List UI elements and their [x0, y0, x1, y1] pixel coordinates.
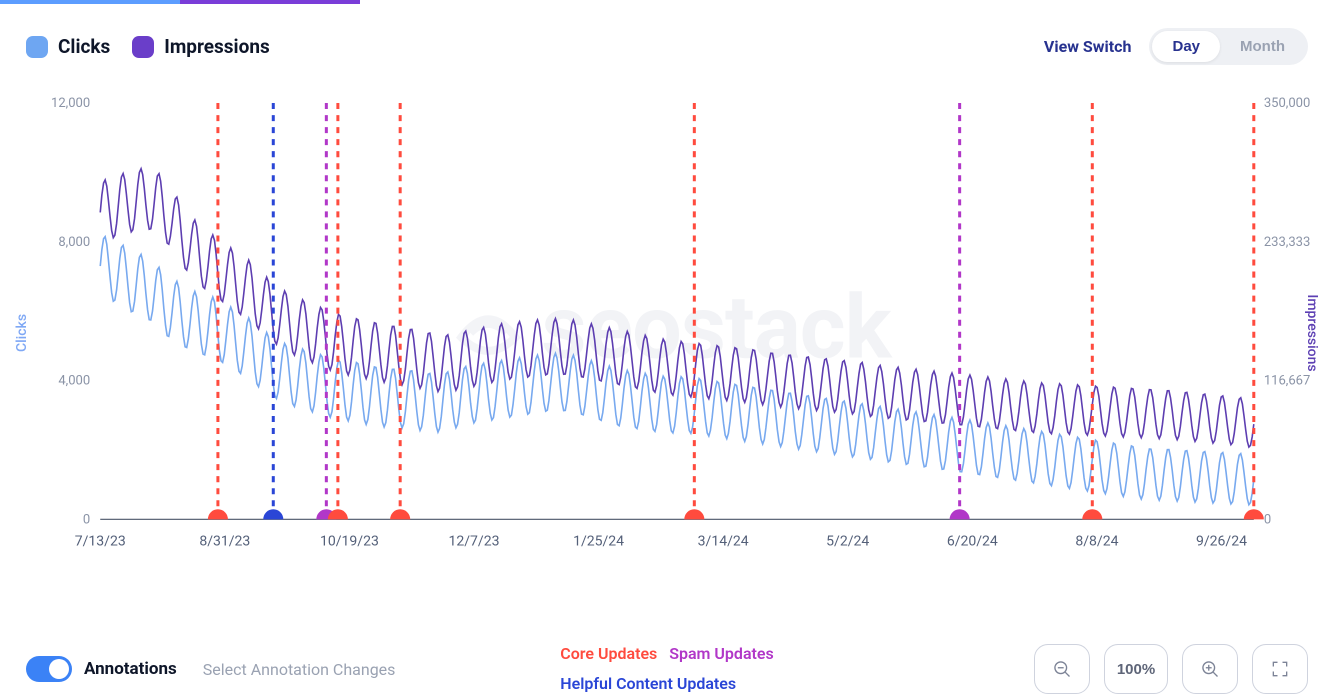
- update-type-legend: Core Updates Spam Updates Helpful Conten…: [560, 639, 774, 700]
- top-accent-bar: [0, 0, 1334, 4]
- svg-text:10/19/23: 10/19/23: [320, 533, 379, 549]
- svg-text:4,000: 4,000: [58, 374, 90, 389]
- svg-text:3/14/24: 3/14/24: [698, 533, 749, 549]
- legend-item-impressions[interactable]: Impressions: [132, 35, 269, 58]
- svg-text:1/25/24: 1/25/24: [573, 533, 624, 549]
- update-type-spam[interactable]: Spam Updates: [669, 644, 774, 663]
- svg-text:8/8/24: 8/8/24: [1075, 533, 1118, 549]
- select-annotation-changes[interactable]: Select Annotation Changes: [203, 660, 396, 679]
- chart-header: Clicks Impressions View Switch DayMonth: [0, 4, 1334, 73]
- svg-text:6/20/24: 6/20/24: [947, 533, 998, 549]
- svg-text:0: 0: [1264, 512, 1271, 527]
- svg-text:350,000: 350,000: [1264, 96, 1311, 111]
- svg-text:12,000: 12,000: [51, 96, 90, 111]
- chart-area: Clicks Impressions seostack 04,0008,0001…: [20, 93, 1314, 573]
- zoom-in-icon: [1200, 659, 1220, 679]
- fullscreen-button[interactable]: [1252, 644, 1308, 694]
- zoom-controls: 100%: [1034, 644, 1308, 694]
- svg-text:116,667: 116,667: [1264, 374, 1311, 389]
- zoom-reset-label: 100%: [1117, 661, 1155, 678]
- legend-item-clicks[interactable]: Clicks: [26, 35, 110, 58]
- fullscreen-icon: [1270, 659, 1290, 679]
- svg-text:233,333: 233,333: [1264, 235, 1311, 250]
- view-switch-month[interactable]: Month: [1220, 31, 1305, 62]
- update-type-core[interactable]: Core Updates: [560, 644, 657, 663]
- zoom-out-icon: [1052, 659, 1072, 679]
- zoom-out-button[interactable]: [1034, 644, 1090, 694]
- view-switch-day[interactable]: Day: [1152, 31, 1220, 62]
- svg-text:8/31/23: 8/31/23: [199, 533, 250, 549]
- series-legend: Clicks Impressions: [26, 35, 270, 58]
- update-type-helpful[interactable]: Helpful Content Updates: [560, 674, 736, 693]
- annotations-toggle[interactable]: [26, 656, 72, 682]
- chart-svg[interactable]: 0 4,000 8,000 12,000 0 116,667 233,333 350,000 7…: [20, 93, 1314, 574]
- legend-chip-clicks: [26, 36, 48, 58]
- svg-text:7/13/23: 7/13/23: [75, 533, 126, 549]
- legend-label-impressions: Impressions: [164, 35, 269, 58]
- view-switch-label: View Switch: [1044, 37, 1132, 56]
- svg-text:5/2/24: 5/2/24: [826, 533, 869, 549]
- bottom-toolbar: Annotations Select Annotation Changes Co…: [0, 644, 1334, 694]
- zoom-in-button[interactable]: [1182, 644, 1238, 694]
- zoom-reset-button[interactable]: 100%: [1104, 644, 1168, 694]
- legend-chip-impressions: [132, 36, 154, 58]
- view-switch-control: DayMonth: [1149, 28, 1308, 65]
- svg-text:8,000: 8,000: [58, 235, 90, 250]
- annotations-toggle-label: Annotations: [84, 659, 177, 679]
- legend-label-clicks: Clicks: [58, 35, 110, 58]
- svg-text:12/7/23: 12/7/23: [448, 533, 499, 549]
- svg-text:0: 0: [83, 512, 90, 527]
- svg-text:9/26/24: 9/26/24: [1196, 533, 1247, 549]
